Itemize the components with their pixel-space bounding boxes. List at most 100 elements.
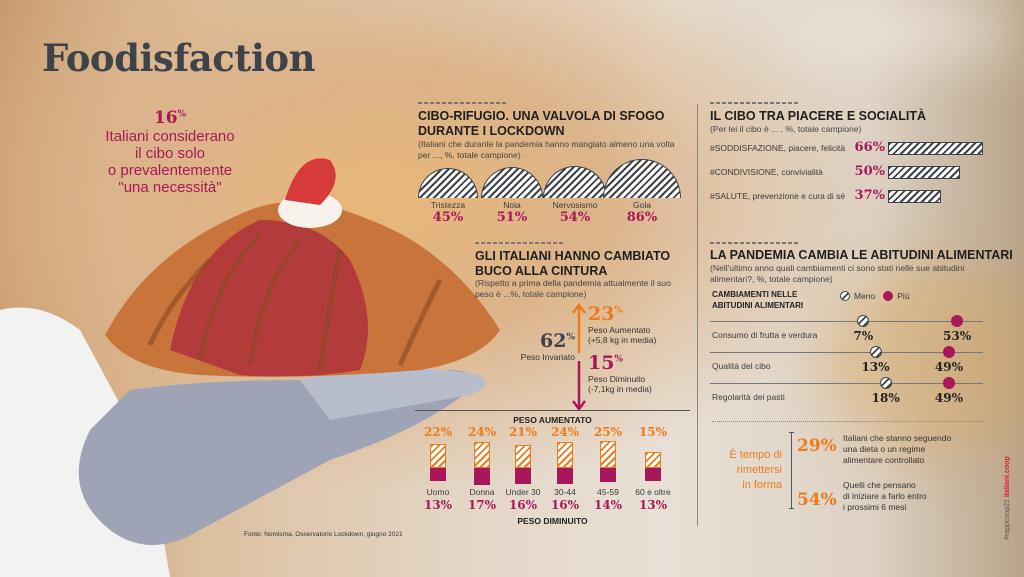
value-label: 13% <box>638 498 668 512</box>
bar-mark-diminuito <box>557 468 573 484</box>
value-label: 51% <box>496 210 528 225</box>
bar-mark-diminuito <box>474 468 490 485</box>
stat-label: Peso Invariato <box>520 352 575 362</box>
top-label: PESO AUMENTATO <box>513 415 592 425</box>
heading-line: È tempo di <box>729 449 782 461</box>
bar-mark-aumentato <box>557 441 573 468</box>
legend-label: Meno <box>854 291 876 301</box>
hashtag: #rappcoop21 <box>1004 499 1011 540</box>
value-label: 66% <box>854 140 885 155</box>
value-label: 54% <box>559 210 591 225</box>
category-label: Tristezza <box>430 200 466 210</box>
stat-text: Quelli che pensano di iniziare a farlo en… <box>843 480 927 513</box>
category-label: Uomo <box>426 487 450 497</box>
highlight-unit: % <box>177 109 187 120</box>
dot-piu <box>942 346 955 358</box>
value-label: 18% <box>871 391 900 405</box>
semicircle-mark <box>417 167 479 198</box>
value-label: 17% <box>467 498 497 512</box>
stat-unit: % <box>614 354 624 365</box>
bar-mark-aumentato <box>474 441 490 468</box>
stat-unit: % <box>566 332 575 343</box>
bar-mark-diminuito <box>600 468 616 482</box>
peso-aumentato: 23% Peso Aumentato (+5,8 kg in media) <box>588 303 656 345</box>
forma-heading: È tempo di rimettersi in forma <box>710 448 782 493</box>
value-label: 86% <box>626 210 658 225</box>
stat-value: 29% <box>797 436 837 456</box>
section-title: CIBO-RIFUGIO. UNA VALVOLA DI SFOGO DURAN… <box>418 109 665 138</box>
value-label: 16% <box>508 498 538 512</box>
up-down-arrows <box>572 303 586 412</box>
value-label: 14% <box>593 498 623 512</box>
source-note: Fonte: Nomisma, Osservatorio Lockdown, g… <box>244 531 403 538</box>
highlight-value: 16 <box>153 108 178 128</box>
section-subtitle: (Rispetto a prima della pandemia attualm… <box>475 278 671 299</box>
stat-value: 62 <box>539 330 567 352</box>
heading-line: in forma <box>742 479 782 491</box>
stat-label: Peso Aumentato <box>588 325 651 335</box>
divider <box>418 102 508 104</box>
text-line: alimentare controllato <box>843 455 925 465</box>
value-label: 49% <box>934 391 963 405</box>
stat-unit: % <box>614 305 624 316</box>
dot-piu <box>951 315 964 327</box>
bar-mark-aumentato <box>645 451 661 468</box>
segment-bar-chart: 22% Uomo 13% 24% Donna 17% 21% Under 30 16% 24% 30… <box>415 425 690 517</box>
divider <box>710 102 800 104</box>
site-link[interactable]: italiani.coop <box>1004 456 1011 498</box>
bar-mark <box>888 190 942 203</box>
background-blur <box>780 0 1020 60</box>
value-label: 16% <box>550 498 580 512</box>
stat-note: (-7,1kg in media) <box>588 384 652 394</box>
divider <box>475 242 565 244</box>
stat-note: (+5,8 kg in media) <box>588 335 657 345</box>
side-credit: #rappcoop21 italiani.coop <box>1004 456 1011 540</box>
category-label: Regolarità dei pasti <box>712 392 785 402</box>
dot-meno <box>879 377 892 389</box>
section-title: GLI ITALIANI HANNO CAMBIATO BUCO ALLA CI… <box>475 249 671 278</box>
croissant-photo <box>0 158 500 577</box>
bar-mark-diminuito <box>430 468 446 481</box>
value-label: 49% <box>934 360 963 374</box>
page-title: Foodisfaction <box>42 36 316 80</box>
category-label: Noia <box>503 200 521 210</box>
category-label: #SALUTE, prevenzione e cura di sé <box>710 191 846 201</box>
dot-meno <box>869 346 882 358</box>
text-line: Italiani che stanno seguendo <box>843 433 952 443</box>
value-label: 50% <box>854 164 885 179</box>
vertical-divider <box>697 104 698 526</box>
highlight-line: "una necessità" <box>118 179 222 196</box>
divider <box>712 421 984 422</box>
legend: Meno Più <box>840 291 910 301</box>
bar-mark-diminuito <box>645 468 661 481</box>
horizontal-bar-chart: #SODDISFAZIONE, piacere, felicità 66% #CON… <box>710 140 1000 215</box>
axis-line <box>415 410 690 411</box>
stat-value: 23 <box>588 303 615 325</box>
peso-diminuito: 15% Peso Diminuito (-7,1kg in media) <box>588 352 652 394</box>
background-blur <box>820 260 1024 460</box>
text-line: una dieta o un regime <box>843 444 926 454</box>
value-label: 45% <box>432 210 464 225</box>
value-label: 7% <box>853 329 874 343</box>
chart-header: CAMBIAMENTI NELLE ABITUDINI ALIMENTARI <box>712 290 804 310</box>
semicircle-mark <box>602 158 682 198</box>
value-label: 21% <box>508 425 538 439</box>
section-title: IL CIBO TRA PIACERE E SOCIALITÀ <box>710 109 926 123</box>
value-label: 13% <box>423 498 453 512</box>
stat-value: 15 <box>588 352 615 374</box>
legend-swatch-piu <box>883 291 894 301</box>
category-label: Qualità del cibo <box>712 361 771 371</box>
category-label: Under 30 <box>505 487 541 497</box>
row-line <box>710 383 983 384</box>
category-label: 45-59 <box>597 487 619 497</box>
dot-piu <box>942 377 955 389</box>
category-label: #SODDISFAZIONE, piacere, felicità <box>710 143 846 153</box>
heading-line: rimettersi <box>736 464 782 476</box>
legend-swatch-meno <box>840 291 850 301</box>
value-label: 13% <box>861 360 890 374</box>
highlight-line: Italiani considerano <box>105 128 235 145</box>
semicircle-mark <box>480 166 544 198</box>
row-line <box>710 352 983 353</box>
stat-label: Peso Diminuito <box>588 374 646 384</box>
text-line: di iniziare a farlo entro <box>843 491 927 501</box>
